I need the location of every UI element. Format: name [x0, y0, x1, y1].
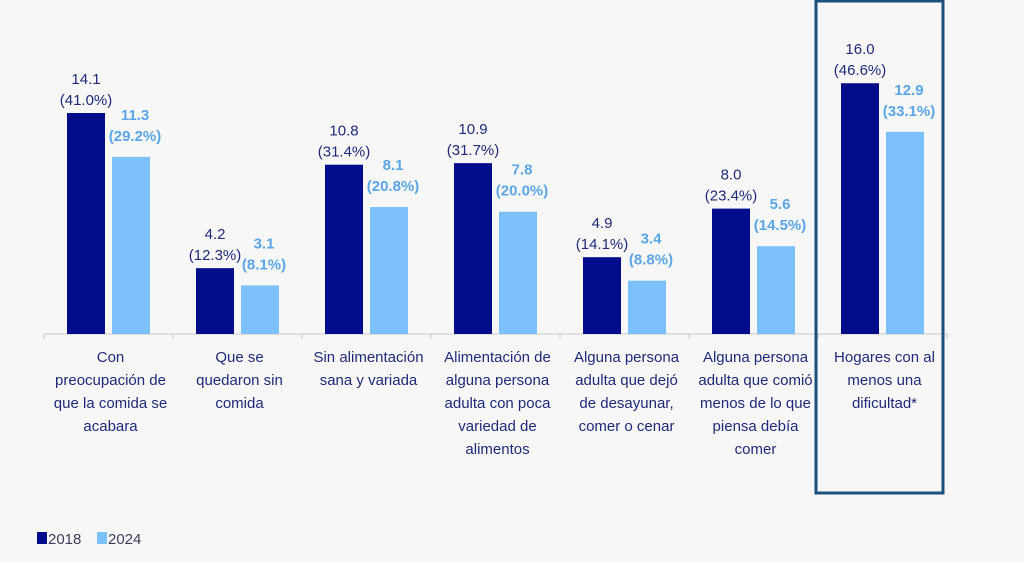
category-label-line: variedad de: [458, 418, 536, 435]
category-label-line: Que se: [215, 349, 263, 366]
data-label-value: 4.9: [592, 215, 613, 232]
category-label-line: Hogares con al: [834, 349, 935, 366]
data-label-percent: (14.5%): [754, 217, 807, 234]
data-label-percent: (46.6%): [834, 62, 887, 79]
bar-2018: [454, 163, 492, 334]
legend-swatch-2018: [37, 532, 47, 544]
category-label-line: menos de lo que: [700, 395, 811, 412]
data-label-value: 7.8: [512, 162, 533, 179]
data-label-value: 11.3: [121, 107, 149, 124]
category-label-line: menos una: [847, 372, 922, 389]
category-label: Con preocupación de que la comida se acabar…: [54, 349, 167, 435]
category-label-line: alguna persona: [446, 372, 550, 389]
data-label-percent: (8.8%): [629, 252, 673, 269]
category-label-line: Alguna persona: [574, 349, 680, 366]
category-label-line: acabara: [83, 418, 138, 435]
category-label: Sin alimentación sana y variada: [313, 349, 423, 389]
bar-2024: [112, 156, 150, 334]
bar-2024: [241, 285, 279, 334]
category-label: Alimentación de alguna persona adulta con …: [444, 349, 551, 458]
data-label-value: 16.0: [845, 41, 874, 58]
highlight-box: [814, 0, 945, 495]
category-label-line: quedaron sin: [196, 372, 283, 389]
category-label-line: piensa debía: [713, 418, 800, 435]
category-label-line: de desayunar,: [579, 395, 673, 412]
legend-label-2024: 2024: [108, 531, 141, 548]
category-label: Alguna persona adulta que dejó de desayuna…: [574, 349, 680, 435]
data-label-percent: (29.2%): [109, 128, 162, 145]
data-label-value: 12.9: [894, 82, 923, 99]
bar-2018: [325, 164, 363, 334]
bar-2018: [196, 268, 234, 334]
category-label-line: Con: [97, 349, 125, 366]
data-label-percent: (8.1%): [242, 256, 286, 273]
category-label-line: dificultad*: [852, 395, 917, 412]
data-label-value: 14.1: [71, 71, 100, 88]
category-label: Alguna persona adulta que comió menos de l…: [698, 349, 812, 458]
data-label-percent: (33.1%): [883, 103, 936, 120]
category-label-line: sana y variada: [320, 372, 418, 389]
category-label-line: comer: [735, 441, 777, 458]
bar-2024: [757, 246, 795, 334]
data-label-value: 3.1: [254, 235, 275, 252]
category-label-line: adulta que comió: [698, 372, 812, 389]
category-label-line: adulta que dejó: [575, 372, 678, 389]
data-label-value: 10.9: [458, 121, 487, 138]
bar-2018: [841, 83, 879, 335]
data-label-value: 3.4: [641, 231, 663, 248]
data-label-percent: (23.4%): [705, 188, 758, 205]
legend-swatch-2024: [97, 532, 107, 544]
category-label-line: comer o cenar: [579, 418, 675, 435]
category-label-line: Sin alimentación: [313, 349, 423, 366]
bar-2018: [583, 257, 621, 334]
data-label-percent: (31.7%): [447, 142, 500, 159]
data-label-percent: (31.4%): [318, 144, 371, 161]
data-label-percent: (20.8%): [367, 178, 420, 195]
bar-2024: [370, 207, 408, 334]
legend-label-2018: 2018: [48, 531, 81, 548]
data-label-percent: (12.3%): [189, 247, 242, 264]
bar-2018: [67, 113, 105, 334]
data-label-percent: (14.1%): [576, 236, 629, 253]
category-label-line: Alguna persona: [703, 349, 809, 366]
data-label-value: 5.6: [770, 196, 791, 213]
category-label-line: Alimentación de: [444, 349, 551, 366]
category-label-line: comida: [215, 395, 264, 412]
category-label-line: que la comida se: [54, 395, 167, 412]
bar-2024: [886, 131, 924, 334]
category-label-line: alimentos: [465, 441, 529, 458]
data-label-value: 8.1: [383, 157, 404, 174]
data-label-value: 10.8: [329, 123, 358, 140]
bar-2024: [499, 211, 537, 334]
category-label-line: adulta con poca: [445, 395, 552, 412]
bar-2018: [712, 208, 750, 334]
data-label-percent: (41.0%): [60, 92, 113, 109]
data-label-value: 8.0: [721, 167, 742, 184]
bar-2024: [628, 280, 666, 334]
category-label-line: preocupación de: [55, 372, 166, 389]
category-label: Hogares con al menos una dificultad*: [834, 349, 935, 412]
data-label-value: 4.2: [205, 226, 226, 243]
data-label-percent: (20.0%): [496, 183, 549, 200]
category-label: Que se quedaron sin comida: [196, 349, 283, 412]
